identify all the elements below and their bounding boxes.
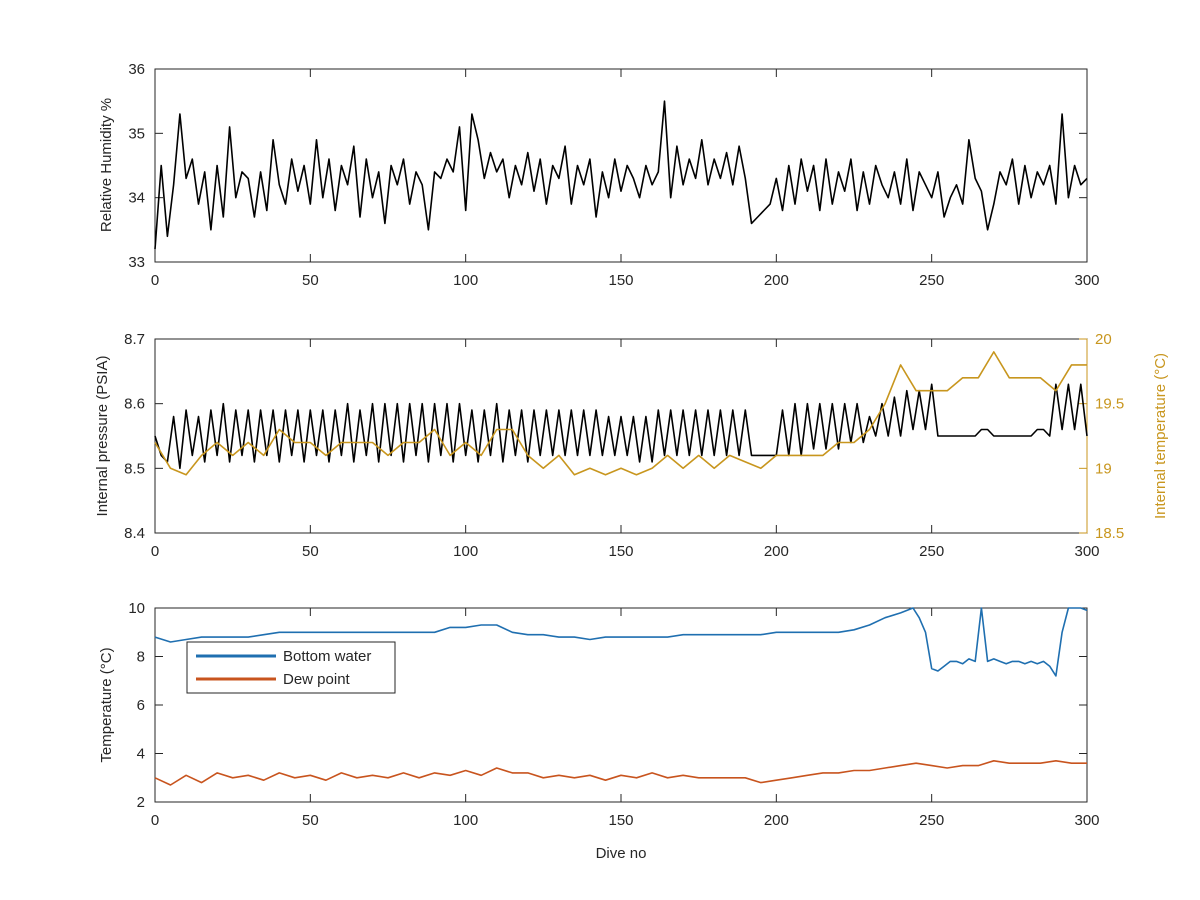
x-tick-label: 0: [151, 543, 159, 560]
series-line-rh-0: [154, 100, 1088, 250]
series-line-dew-point: [154, 759, 1087, 786]
panel-temperature: 0 50 100 150 200 250 300 2 4 6 8 10 Temperature (°…: [98, 600, 1100, 862]
x-tick-label: 50: [302, 543, 319, 560]
x-tick-label: 100: [453, 812, 478, 829]
y-ticks-right: 18.5 19 19.5 20: [1079, 331, 1124, 542]
legend-label-bottom-water: Bottom water: [283, 648, 371, 665]
x-ticks: 0 50 100 150 200 250 300: [151, 69, 1100, 289]
x-tick-label: 300: [1074, 272, 1099, 289]
series-lines: [154, 607, 1088, 786]
y-tick-label: 8.6: [124, 396, 145, 413]
y-ticks: 2 4 6 8 10: [128, 600, 1087, 811]
legend: Bottom water Dew point: [186, 641, 396, 694]
y-tick-label: 2: [137, 794, 145, 811]
x-tick-label: 150: [608, 812, 633, 829]
x-tick-label: 0: [151, 812, 159, 829]
y-tick-label: 33: [128, 254, 145, 271]
x-tick-label: 50: [302, 812, 319, 829]
y-tick-label: 8.5: [124, 460, 145, 477]
x-tick-label: 50: [302, 272, 319, 289]
y-axis-label-left: Internal pressure (PSIA): [94, 356, 111, 517]
y-tick-label: 8.7: [124, 331, 145, 348]
y-tick-label: 35: [128, 125, 145, 142]
x-tick-label: 300: [1074, 543, 1099, 560]
y-tick-label-right: 20: [1095, 331, 1112, 348]
x-tick-label: 200: [764, 812, 789, 829]
x-tick-label: 0: [151, 272, 159, 289]
legend-label-dew-point: Dew point: [283, 671, 351, 688]
series-line-pressure-0: [154, 383, 1088, 470]
y-ticks: 33 34 35 36: [128, 61, 1087, 271]
x-ticks: 0 50 100 150 200 250 300: [151, 608, 1100, 829]
x-tick-label: 200: [764, 272, 789, 289]
y-tick-label: 8: [137, 649, 145, 666]
y-tick-label: 6: [137, 697, 145, 714]
y-tick-label-right: 18.5: [1095, 525, 1124, 542]
y-tick-label: 34: [128, 190, 145, 207]
legend-box: [186, 641, 396, 694]
x-axis-label: Dive no: [596, 845, 647, 862]
x-tick-label: 250: [919, 543, 944, 560]
x-tick-label: 150: [608, 272, 633, 289]
x-tick-label: 200: [764, 543, 789, 560]
x-tick-label: 150: [608, 543, 633, 560]
x-tick-label: 100: [453, 543, 478, 560]
x-tick-label: 300: [1074, 812, 1099, 829]
series-lines: [154, 100, 1088, 250]
plot-frame: [154, 68, 1088, 263]
y-tick-label: 8.4: [124, 525, 145, 542]
y-tick-label-right: 19: [1095, 460, 1112, 477]
y-axis-label: Temperature (°C): [98, 647, 115, 762]
series-line-bottom-water: [154, 607, 1088, 677]
x-tick-label: 250: [919, 812, 944, 829]
series-line-pressure-1: [154, 351, 1087, 476]
y-tick-label: 4: [137, 746, 145, 763]
panel-internal-pressure: 0 50 100 150 200 250 300 8.4 8.5 8.6 8.7 18.5 19 19…: [94, 331, 1169, 560]
x-ticks: 0 50 100 150 200 250 300: [151, 339, 1100, 560]
series-lines: [154, 351, 1088, 476]
y-tick-label: 36: [128, 61, 145, 78]
x-tick-label: 100: [453, 272, 478, 289]
y-axis-label-right: Internal temperature (°C): [1152, 353, 1169, 519]
y-axis-label: Relative Humidity %: [98, 98, 115, 232]
x-tick-label: 250: [919, 272, 944, 289]
y-ticks-left: 8.4 8.5 8.6 8.7: [124, 331, 163, 542]
y-tick-label-right: 19.5: [1095, 396, 1124, 413]
y-tick-label: 10: [128, 600, 145, 617]
panel-relative-humidity: 0 50 100 150 200 250 300 33 34 35 36 Relative Hum…: [98, 61, 1100, 289]
